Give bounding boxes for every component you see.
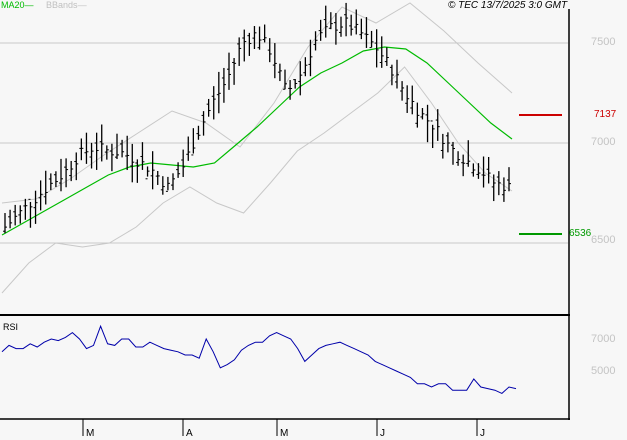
legend-ma20: MA20— [1, 0, 34, 10]
x-label-april: A [186, 428, 193, 439]
resistance-label: 7137 [594, 109, 617, 120]
copyright-timestamp: © TEC 13/7/2025 3:0 GMT [448, 0, 568, 11]
rsi-label-50: 5000 [591, 365, 616, 377]
rsi-label: RSI [3, 322, 19, 332]
ma20-line [1, 46, 513, 236]
bollinger-bands [1, 2, 513, 294]
x-label-june: J [380, 428, 385, 439]
grid-lines [0, 42, 568, 244]
support-label: 6536 [569, 228, 592, 239]
x-label-march: M [86, 428, 95, 439]
support-resistance-lines [519, 114, 562, 235]
x-label-may: M [280, 428, 289, 439]
y-label-7000: 7000 [591, 136, 616, 148]
rsi-line [1, 324, 517, 394]
legend: MA20— BBands— [1, 0, 87, 11]
y-label-7500: 7500 [591, 36, 616, 48]
x-label-july: J [480, 428, 485, 439]
legend-bbands: BBands— [46, 0, 87, 10]
price-bars [3, 2, 511, 234]
chart-frame [0, 9, 570, 436]
y-label-6500: 6500 [591, 234, 616, 246]
rsi-label-70: 7000 [591, 333, 616, 345]
